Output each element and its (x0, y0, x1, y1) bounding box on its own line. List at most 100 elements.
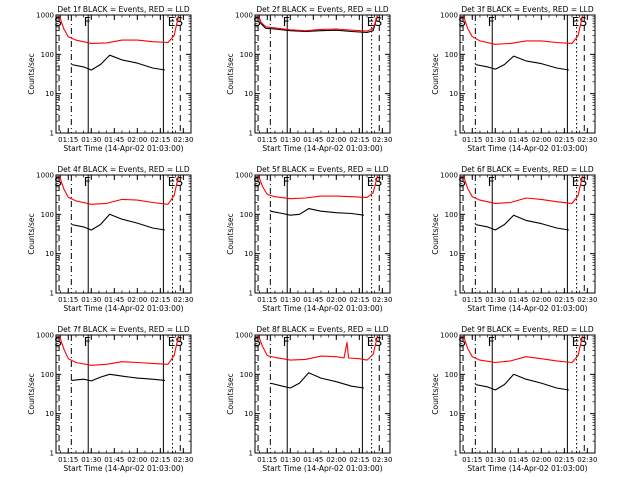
x-tick-label: 01:45 (104, 296, 124, 304)
marker-label: F (488, 175, 495, 189)
marker-label: E (572, 15, 580, 29)
marker-label: S (458, 15, 466, 29)
marker-label: E (572, 335, 580, 349)
x-tick-label: 02:30 (372, 296, 392, 304)
y-tick-label: 100 (240, 211, 253, 219)
chart-panel-9: Det 9f BLACK = Events, RED = LLD 1 10 100 10… (431, 325, 597, 473)
series-line-lld (257, 334, 379, 361)
y-axis-label: Counts/sec (431, 53, 440, 94)
chart-title: Det 1f BLACK = Events, RED = LLD (57, 5, 190, 14)
marker-label: S (175, 15, 183, 29)
y-tick-label: 1000 (36, 332, 54, 340)
chart-panel-7: Det 7f BLACK = Events, RED = LLD 1 10 100 10… (27, 325, 193, 473)
y-tick-label: 100 (41, 211, 54, 219)
chart-panel-6: Det 6f BLACK = Events, RED = LLD 1 10 100 10… (431, 165, 597, 313)
series-line-lld (257, 14, 379, 32)
plot-frame (55, 334, 192, 454)
marker-label: S (175, 335, 183, 349)
y-tick-label: 10 (449, 410, 458, 418)
marker-label: S (374, 335, 382, 349)
plot-frame (55, 14, 192, 134)
x-tick-label: 01:45 (104, 136, 124, 144)
chart-title: Det 6f BLACK = Events, RED = LLD (461, 165, 594, 174)
y-tick-label: 1 (454, 450, 458, 458)
y-tick-label: 10 (244, 250, 253, 258)
x-tick-label: 02:15 (150, 456, 170, 464)
x-axis-label: Start Time (14-Apr-02 01:03:00) (63, 144, 183, 153)
marker-label: S (253, 335, 261, 349)
x-tick-label: 02:15 (349, 136, 369, 144)
series-line-events (270, 208, 364, 216)
y-tick-label: 100 (240, 51, 253, 59)
x-tick-label: 02:30 (577, 456, 597, 464)
marker-label: E (367, 175, 375, 189)
x-axis-label: Start Time (14-Apr-02 01:03:00) (467, 304, 587, 313)
y-tick-label: 1 (50, 450, 54, 458)
chart-title: Det 2f BLACK = Events, RED = LLD (256, 5, 389, 14)
x-tick-label: 01:45 (508, 136, 528, 144)
chart-panel-4: Det 4f BLACK = Events, RED = LLD 1 10 100 10… (27, 165, 193, 313)
x-tick-label: 01:15 (257, 296, 277, 304)
chart-title: Det 4f BLACK = Events, RED = LLD (57, 165, 190, 174)
marker-label: F (84, 175, 91, 189)
x-tick-label: 01:45 (508, 456, 528, 464)
plot-frame (254, 14, 391, 134)
y-tick-label: 100 (445, 371, 458, 379)
x-tick-label: 01:45 (104, 456, 124, 464)
y-tick-label: 1000 (36, 12, 54, 20)
marker-label: S (374, 175, 382, 189)
x-tick-label: 02:00 (326, 456, 346, 464)
x-tick-label: 01:30 (280, 136, 300, 144)
x-tick-label: 02:15 (554, 456, 574, 464)
y-tick-label: 1 (454, 290, 458, 298)
series-line-events (71, 213, 165, 231)
x-tick-label: 01:15 (462, 136, 482, 144)
x-axis-label: Start Time (14-Apr-02 01:03:00) (262, 464, 382, 473)
y-tick-label: 1000 (440, 12, 458, 20)
y-tick-label: 10 (45, 410, 54, 418)
marker-label: S (54, 175, 62, 189)
chart-panel-5: Det 5f BLACK = Events, RED = LLD 1 10 100 10… (226, 165, 392, 313)
x-tick-label: 01:45 (303, 456, 323, 464)
y-tick-label: 1 (50, 130, 54, 138)
plot-frame (459, 174, 596, 294)
marker-label: F (283, 335, 290, 349)
plot-frame (254, 334, 391, 454)
chart-title: Det 5f BLACK = Events, RED = LLD (256, 165, 389, 174)
y-tick-label: 1 (249, 290, 253, 298)
x-tick-label: 02:15 (554, 136, 574, 144)
x-axis-label: Start Time (14-Apr-02 01:03:00) (467, 464, 587, 473)
y-tick-label: 1000 (440, 332, 458, 340)
series-line-events (270, 372, 364, 389)
marker-label: S (54, 15, 62, 29)
marker-label: E (572, 175, 580, 189)
series-line-events (71, 373, 165, 382)
y-axis-label: Counts/sec (226, 373, 235, 414)
plot-frame (459, 14, 596, 134)
x-axis-label: Start Time (14-Apr-02 01:03:00) (63, 464, 183, 473)
x-tick-label: 02:15 (554, 296, 574, 304)
x-tick-label: 01:15 (58, 136, 78, 144)
y-axis-label: Counts/sec (431, 213, 440, 254)
marker-label: S (54, 335, 62, 349)
y-tick-label: 10 (449, 250, 458, 258)
marker-label: E (168, 335, 176, 349)
x-tick-label: 01:30 (81, 296, 101, 304)
chart-title: Det 7f BLACK = Events, RED = LLD (57, 325, 190, 334)
y-tick-label: 10 (244, 410, 253, 418)
x-axis-label: Start Time (14-Apr-02 01:03:00) (262, 144, 382, 153)
series-line-events (475, 55, 569, 71)
x-tick-label: 01:30 (280, 296, 300, 304)
y-axis-label: Counts/sec (27, 373, 36, 414)
series-line-lld (462, 334, 584, 364)
marker-label: F (283, 15, 290, 29)
y-tick-label: 100 (240, 371, 253, 379)
marker-label: S (579, 15, 587, 29)
x-tick-label: 02:00 (531, 456, 551, 464)
plot-frame (459, 334, 596, 454)
chart-panel-8: Det 8f BLACK = Events, RED = LLD 1 10 100 10… (226, 325, 392, 473)
marker-label: F (84, 15, 91, 29)
y-tick-label: 100 (445, 211, 458, 219)
x-tick-label: 01:15 (58, 296, 78, 304)
